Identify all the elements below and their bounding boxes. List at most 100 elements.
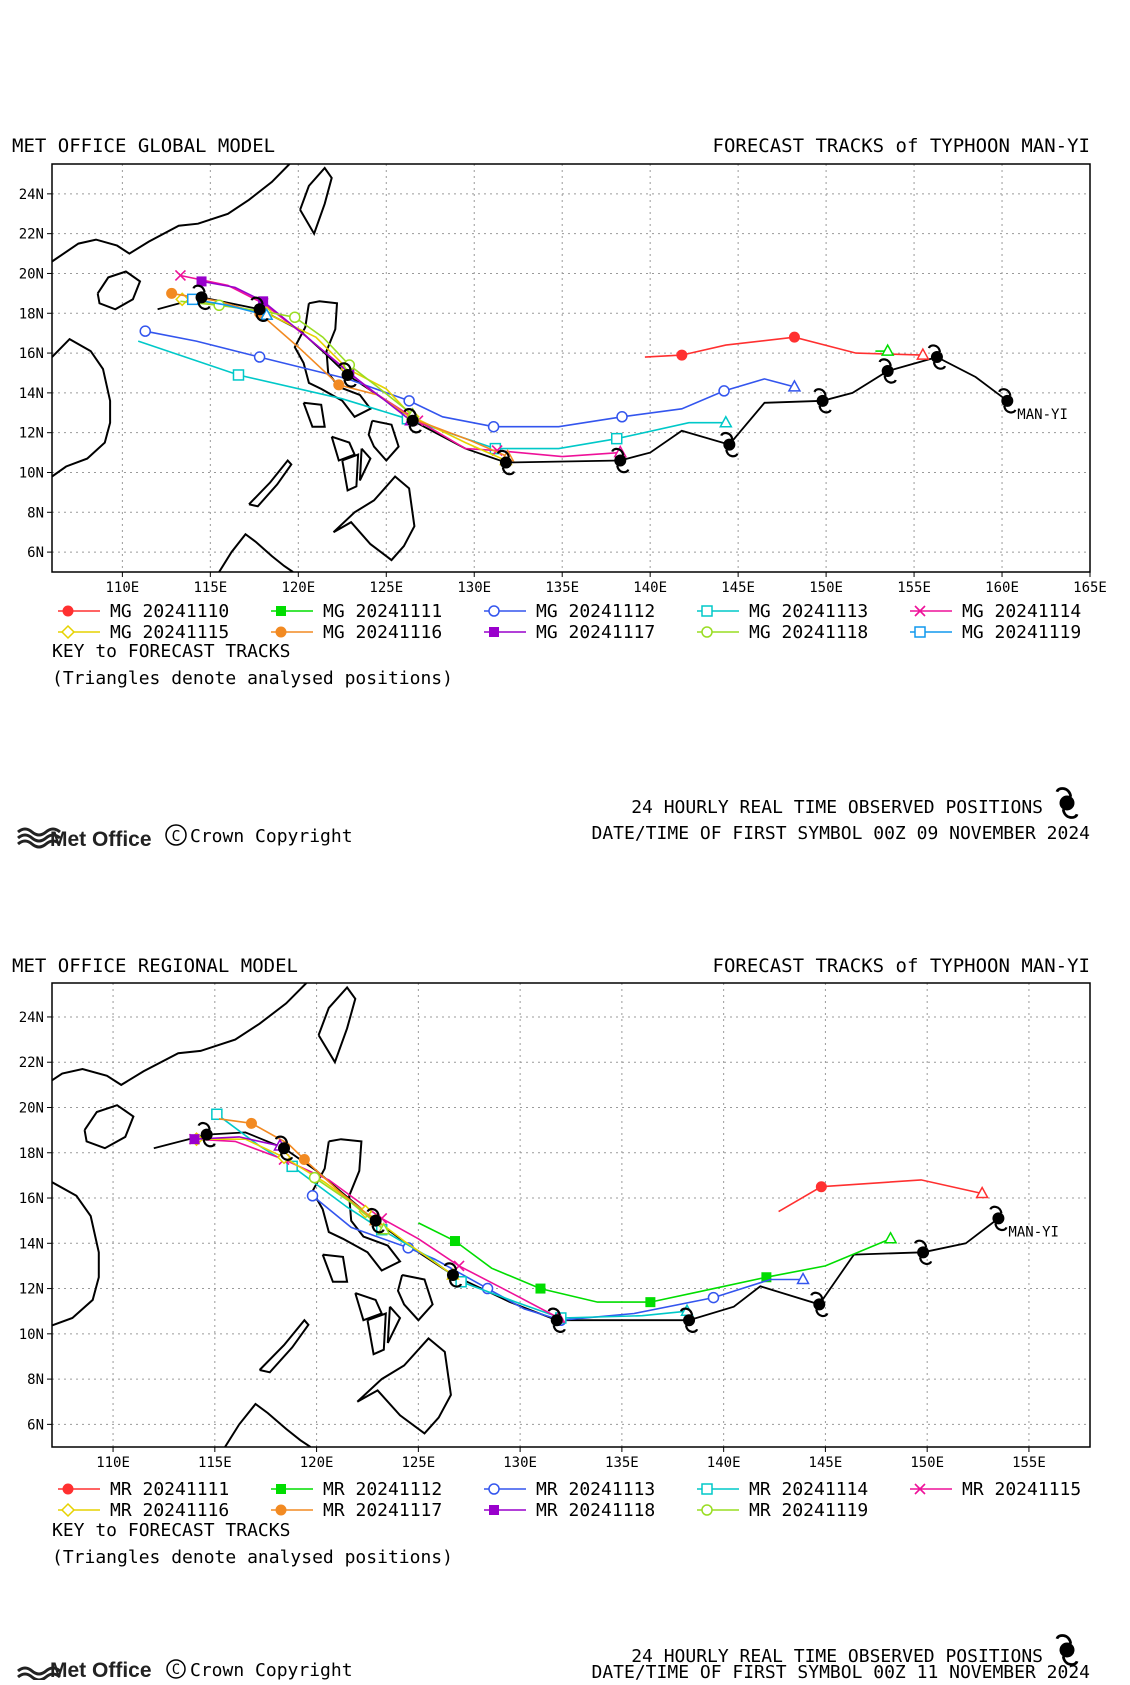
observed-position-symbol bbox=[197, 1121, 216, 1148]
lon-tick-label: 135E bbox=[545, 580, 579, 596]
forecast-track-line bbox=[201, 280, 412, 422]
track-marker bbox=[289, 311, 301, 323]
met-office-brand: Met Office bbox=[50, 1659, 152, 1680]
legend-item: MR 20241111 bbox=[58, 1479, 229, 1500]
lon-tick-label: 110E bbox=[106, 580, 140, 596]
observed-position-symbol bbox=[998, 388, 1017, 414]
coastline bbox=[224, 1402, 312, 1447]
coastline bbox=[96, 270, 142, 311]
lon-tick-label: 150E bbox=[910, 1455, 944, 1471]
forecast-track-line bbox=[171, 292, 509, 458]
legend-item: MG 20241114 bbox=[910, 601, 1081, 622]
legend-item: MR 20241112 bbox=[271, 1479, 442, 1500]
lon-tick-label: 130E bbox=[457, 580, 491, 596]
observed-position-symbol bbox=[679, 1307, 699, 1333]
analysed-position-triangle bbox=[719, 415, 733, 428]
track-marker bbox=[403, 395, 415, 407]
global-first-symbol-text: DATE/TIME OF FIRST SYMBOL 00Z 09 NOVEMBE… bbox=[592, 823, 1091, 844]
coastline bbox=[83, 1104, 135, 1150]
lat-tick-label: 14N bbox=[19, 386, 44, 402]
coastline bbox=[386, 1306, 402, 1344]
legend-item: MR 20241113 bbox=[484, 1479, 655, 1500]
track-marker bbox=[914, 1483, 926, 1495]
lon-tick-label: 140E bbox=[633, 580, 667, 596]
wave-logo-icon bbox=[17, 827, 61, 849]
legend-label: MR 20241117 bbox=[323, 1500, 442, 1521]
lat-tick-label: 22N bbox=[19, 1055, 44, 1071]
coastline bbox=[258, 1318, 310, 1374]
forecast-track bbox=[174, 269, 628, 458]
track-marker bbox=[298, 1154, 310, 1166]
copyright-icon bbox=[166, 1659, 186, 1679]
lon-tick-label: 135E bbox=[605, 1455, 639, 1471]
legend-label: MG 20241119 bbox=[962, 622, 1081, 643]
legend-item: MG 20241117 bbox=[484, 622, 655, 643]
met-office-logo: Met Office bbox=[17, 1659, 152, 1682]
global-key-note: (Triangles denote analysed positions) bbox=[52, 668, 453, 689]
track-marker bbox=[275, 626, 287, 638]
storm-label: MAN-YI bbox=[1017, 407, 1068, 423]
copyright-c: C bbox=[172, 1662, 180, 1678]
legend-label: MG 20241113 bbox=[749, 601, 868, 622]
track-marker bbox=[488, 1483, 500, 1495]
track-marker bbox=[488, 605, 500, 617]
forecast-track-line bbox=[644, 336, 923, 358]
lon-tick-label: 160E bbox=[985, 580, 1019, 596]
typhoon-symbol bbox=[1055, 787, 1079, 819]
lon-tick-label: 155E bbox=[1012, 1455, 1046, 1471]
copyright-icon bbox=[165, 824, 187, 846]
lat-tick-label: 18N bbox=[19, 1146, 44, 1162]
coastline bbox=[396, 1274, 434, 1322]
regional-key-note: (Triangles denote analysed positions) bbox=[52, 1547, 453, 1568]
forecast-track bbox=[137, 340, 733, 455]
coastline bbox=[52, 983, 308, 1087]
observed-position-symbol bbox=[366, 1207, 385, 1234]
coastline bbox=[52, 1181, 100, 1327]
legend-label: MG 20241114 bbox=[962, 601, 1081, 622]
observed-position-symbol bbox=[338, 362, 357, 388]
observed-position-symbol bbox=[927, 344, 947, 370]
global-observed-text: 24 HOURLY REAL TIME OBSERVED POSITIONS bbox=[631, 797, 1043, 818]
map-frame bbox=[51, 163, 1091, 573]
observed-position-symbol bbox=[496, 449, 515, 476]
observed-position-symbol bbox=[989, 1205, 1008, 1232]
lat-tick-label: 24N bbox=[19, 187, 44, 203]
track-marker bbox=[275, 1504, 287, 1516]
track-marker bbox=[701, 605, 713, 617]
track-marker bbox=[487, 420, 500, 433]
forecast-track bbox=[166, 287, 515, 462]
track-marker bbox=[245, 1117, 257, 1129]
track-marker bbox=[60, 624, 76, 640]
gridlines bbox=[52, 164, 1090, 572]
copyright: C Crown Copyright bbox=[166, 1659, 353, 1681]
lon-tick-label: 115E bbox=[193, 580, 227, 596]
observed-position-symbol bbox=[403, 408, 422, 434]
track-marker bbox=[308, 1171, 321, 1184]
track-marker bbox=[914, 605, 926, 617]
regional-first-symbol-text: DATE/TIME OF FIRST SYMBOL 00Z 11 NOVEMBE… bbox=[592, 1662, 1091, 1680]
lat-tick-label: 24N bbox=[19, 1010, 44, 1026]
track-marker bbox=[253, 351, 266, 363]
track-marker bbox=[707, 1291, 720, 1304]
forecast-track-line bbox=[180, 274, 621, 458]
legend-item: MG 20241110 bbox=[58, 601, 229, 622]
coastline bbox=[311, 1138, 402, 1272]
track-marker bbox=[139, 325, 151, 337]
coastline bbox=[317, 985, 357, 1065]
observed-position-symbol bbox=[914, 1239, 933, 1266]
observed-position-symbol bbox=[878, 358, 897, 384]
track-marker bbox=[701, 626, 713, 638]
forecast-track bbox=[306, 1190, 810, 1326]
coastlines bbox=[52, 164, 416, 572]
track-marker bbox=[914, 626, 926, 638]
lat-tick-label: 18N bbox=[19, 306, 44, 322]
analysed-position-triangle bbox=[883, 1231, 898, 1244]
lat-tick-label: 12N bbox=[19, 1282, 44, 1298]
lon-tick-label: 145E bbox=[809, 1455, 843, 1471]
analysed-position-triangle bbox=[796, 1271, 810, 1285]
forecast-track bbox=[180, 299, 420, 420]
forecast-track bbox=[778, 1179, 989, 1213]
typhoon-symbol bbox=[1055, 1634, 1079, 1666]
track-marker bbox=[189, 1134, 200, 1145]
